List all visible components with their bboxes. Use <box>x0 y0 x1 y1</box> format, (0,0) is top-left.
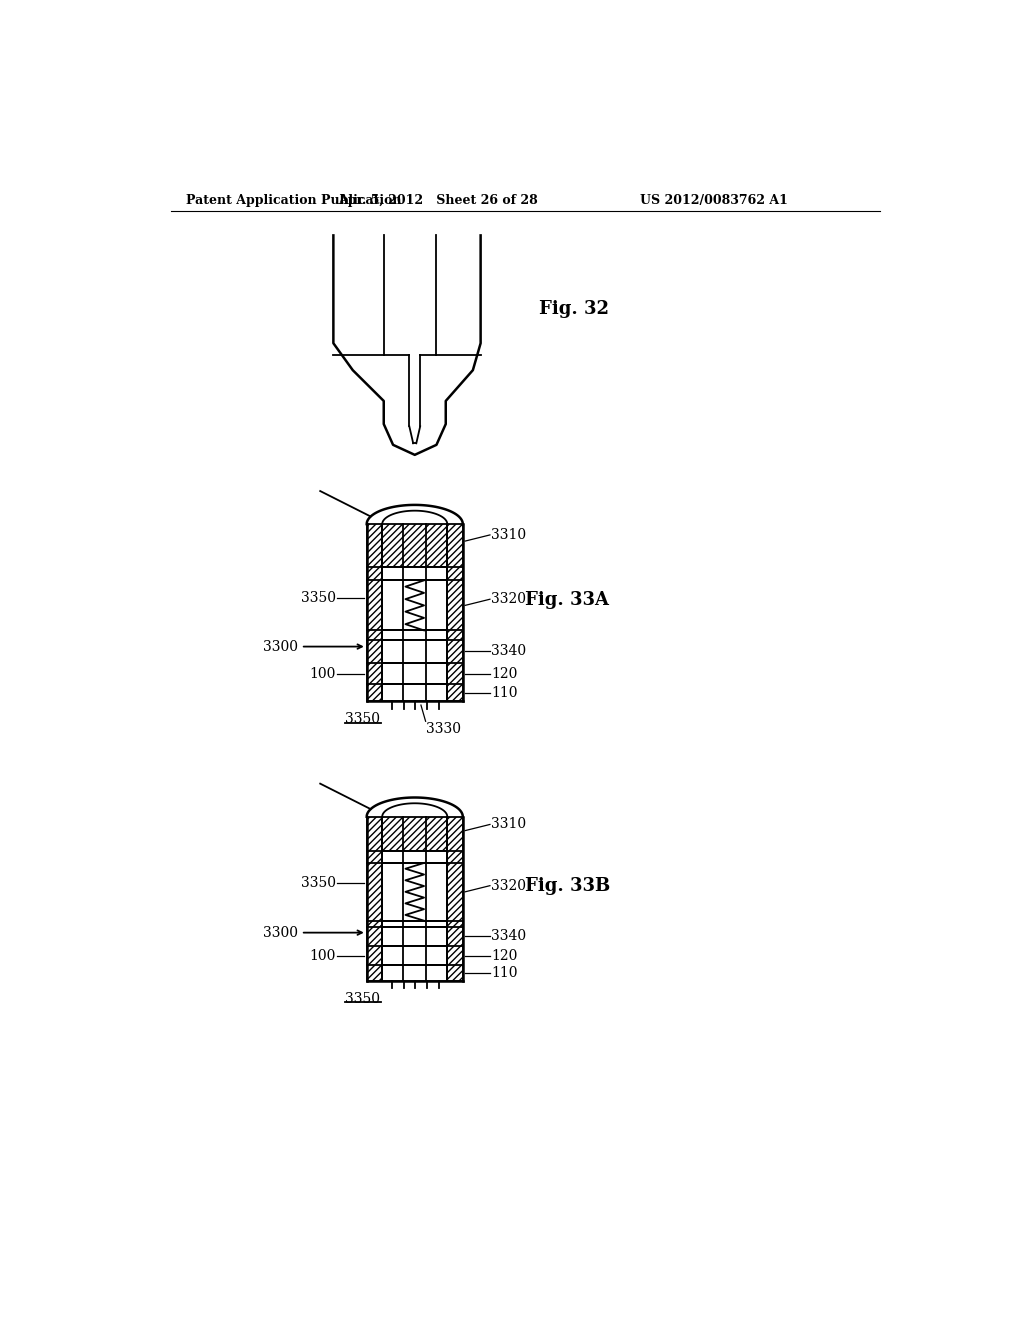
Text: 3350: 3350 <box>345 711 380 726</box>
Text: 3300: 3300 <box>263 640 299 653</box>
Text: Fig. 33B: Fig. 33B <box>524 876 610 895</box>
Bar <box>382 631 447 640</box>
Text: US 2012/0083762 A1: US 2012/0083762 A1 <box>640 194 787 207</box>
Text: 3310: 3310 <box>492 817 526 832</box>
Text: 3350: 3350 <box>301 876 336 890</box>
Bar <box>382 863 447 921</box>
Text: Apr. 5, 2012   Sheet 26 of 28: Apr. 5, 2012 Sheet 26 of 28 <box>338 194 538 207</box>
Text: 3350: 3350 <box>345 991 380 1006</box>
Text: 3350: 3350 <box>301 591 336 605</box>
Text: 3340: 3340 <box>492 929 526 944</box>
Text: 110: 110 <box>492 966 518 979</box>
Text: 100: 100 <box>309 667 336 681</box>
Text: 100: 100 <box>309 949 336 962</box>
Text: Fig. 33A: Fig. 33A <box>524 591 609 610</box>
Bar <box>367 524 382 701</box>
Bar <box>382 566 447 581</box>
Bar <box>382 965 447 981</box>
Text: 3330: 3330 <box>426 722 462 737</box>
Text: Patent Application Publication: Patent Application Publication <box>186 194 401 207</box>
Bar <box>382 927 447 946</box>
Bar <box>382 684 447 701</box>
Text: 3340: 3340 <box>492 644 526 659</box>
Text: 120: 120 <box>492 667 518 681</box>
Bar <box>382 663 447 684</box>
Text: 3320: 3320 <box>492 879 526 892</box>
Text: 120: 120 <box>492 949 518 962</box>
Bar <box>367 817 382 981</box>
Bar <box>447 524 463 701</box>
Bar <box>382 581 447 631</box>
Bar <box>382 921 447 927</box>
Bar <box>447 817 463 981</box>
Text: 3310: 3310 <box>492 528 526 543</box>
Bar <box>382 851 447 863</box>
Text: Fig. 32: Fig. 32 <box>539 300 608 318</box>
Text: 110: 110 <box>492 686 518 700</box>
Text: 3320: 3320 <box>492 593 526 606</box>
Bar <box>382 946 447 965</box>
Bar <box>382 640 447 663</box>
Bar <box>382 817 447 851</box>
Bar <box>382 524 447 566</box>
Text: 3300: 3300 <box>263 925 299 940</box>
